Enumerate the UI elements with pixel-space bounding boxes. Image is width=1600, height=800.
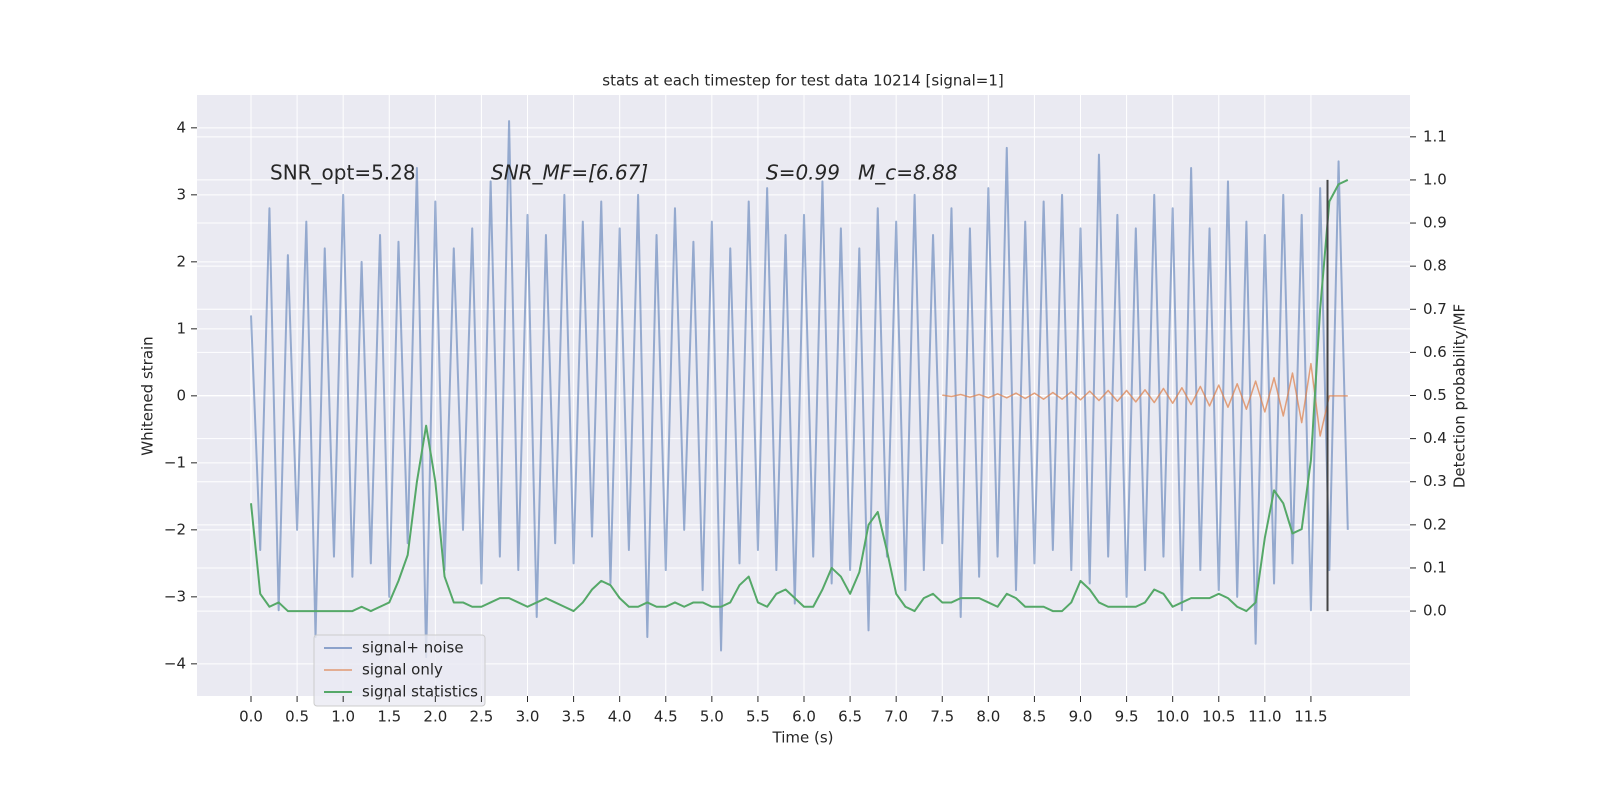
y2-tick-label: 1.0: [1423, 170, 1447, 188]
x-tick-label: 11.0: [1248, 708, 1281, 726]
x-tick-label: 5.0: [700, 708, 724, 726]
y-tick-label: 1: [176, 319, 186, 337]
legend-label: signal+ noise: [362, 639, 464, 657]
x-tick-label: 6.0: [792, 708, 816, 726]
x-tick-label: 9.5: [1115, 708, 1139, 726]
x-tick-label: 5.5: [746, 708, 770, 726]
y2-tick-label: 0.5: [1423, 386, 1447, 404]
x-tick-label: 10.0: [1156, 708, 1189, 726]
y-tick-label: −3: [164, 587, 186, 605]
legend: signal+ noise signal only signal statistic…: [313, 634, 486, 707]
y2-tick-label: 0.6: [1423, 343, 1447, 361]
y-tick-label: −2: [164, 520, 186, 538]
y-tick-label: 2: [176, 252, 186, 270]
y2-tick-label: 0.2: [1423, 515, 1447, 533]
y2-tick-label: 0.4: [1423, 429, 1447, 447]
y2-tick-label: 1.1: [1423, 127, 1447, 145]
annotation: S=0.99: [766, 161, 840, 185]
y-tick-label: −1: [164, 453, 186, 471]
y-tick-label: 0: [176, 386, 186, 404]
y2-tick-label: 0.9: [1423, 214, 1447, 232]
y2-tick-label: 0.0: [1423, 602, 1447, 620]
x-tick-label: 1.0: [331, 708, 355, 726]
x-tick-label: 7.5: [930, 708, 954, 726]
annotation: M_c=8.88: [858, 161, 958, 185]
x-tick-label: 4.0: [608, 708, 632, 726]
x-tick-label: 3.0: [516, 708, 540, 726]
x-tick-label: 4.5: [654, 708, 678, 726]
y2-tick-label: 0.8: [1423, 257, 1447, 275]
x-tick-label: 1.5: [377, 708, 401, 726]
legend-label: signal only: [362, 661, 443, 679]
x-tick-label: 10.5: [1202, 708, 1235, 726]
chart-title: stats at each timestep for test data 102…: [602, 72, 1003, 90]
series-line: [250, 179, 1349, 613]
y-tick-label: 4: [176, 118, 186, 136]
legend-box: [313, 634, 486, 707]
annotation: SNR_opt=5.28: [270, 161, 416, 185]
x-tick-label: 8.5: [1022, 708, 1046, 726]
series-line: [942, 362, 1348, 437]
y2-tick-label: 0.1: [1423, 558, 1447, 576]
marks: [250, 120, 1349, 659]
x-tick-label: 0.0: [239, 708, 263, 726]
x-tick-label: 2.5: [469, 708, 493, 726]
x-tick-label: 3.5: [562, 708, 586, 726]
y-tick-label: 3: [176, 185, 186, 203]
y-tick-label: −4: [164, 654, 186, 672]
x-tick-label: 7.0: [884, 708, 908, 726]
y2-tick-label: 0.7: [1423, 300, 1447, 318]
y2-tick-label: 0.3: [1423, 472, 1447, 490]
x-tick-label: 11.5: [1294, 708, 1327, 726]
x-tick-label: 6.5: [838, 708, 862, 726]
x-axis-label: Time (s): [772, 729, 834, 747]
y-axis-label: Whitened strain: [139, 336, 157, 455]
annotation: SNR_MF=[6.67]: [491, 161, 648, 185]
x-tick-label: 0.5: [285, 708, 309, 726]
x-tick-label: 8.0: [976, 708, 1000, 726]
x-tick-label: 2.0: [423, 708, 447, 726]
x-tick-label: 9.0: [1069, 708, 1093, 726]
y2-axis-label: Detection probability/MF: [1451, 304, 1469, 488]
legend-label: signal statistics: [362, 683, 478, 701]
series-line: [250, 120, 1349, 659]
